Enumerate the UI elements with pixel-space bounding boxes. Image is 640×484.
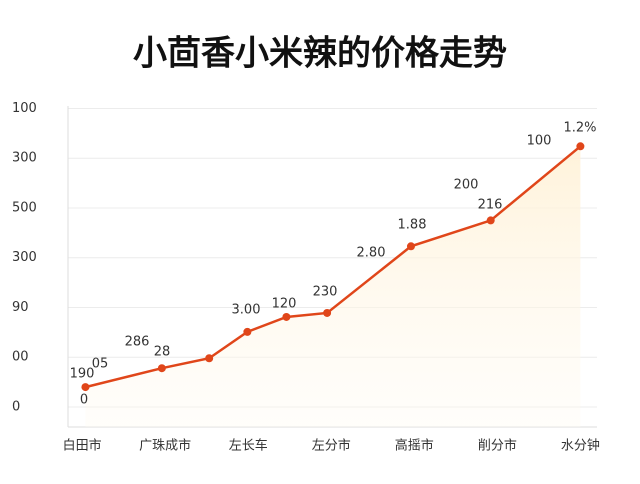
point bbox=[486, 216, 495, 225]
area bbox=[85, 146, 581, 427]
annotation: 100 bbox=[527, 134, 552, 149]
point bbox=[406, 242, 415, 251]
x-tick-label: 削分市 bbox=[478, 438, 517, 454]
y-tick-label: 500 bbox=[12, 200, 37, 215]
x-tick-label: 广珠成市 bbox=[139, 438, 191, 454]
y-tick-label: 0 bbox=[12, 400, 20, 415]
x-tick-label: 白田市 bbox=[63, 438, 102, 454]
chart-title: 小茴香小米辣的价格走势 bbox=[133, 34, 507, 74]
annotation: 1.2% bbox=[563, 121, 596, 136]
x-tick-label: 左长车 bbox=[229, 438, 268, 454]
point bbox=[205, 354, 214, 363]
y-tick-label: 90 bbox=[12, 300, 29, 315]
annotation: 216 bbox=[478, 198, 503, 213]
annotation: 28 bbox=[154, 345, 171, 360]
annotation: 230 bbox=[313, 285, 338, 300]
annotation: 0 bbox=[80, 393, 88, 408]
annotation: 05 bbox=[92, 357, 109, 372]
annotation: 120 bbox=[272, 297, 297, 312]
point bbox=[81, 383, 90, 392]
y-tick-label: 100 bbox=[12, 101, 37, 116]
y-tick-label: 300 bbox=[12, 151, 37, 166]
point bbox=[282, 312, 291, 321]
x-tick-label: 高摇市 bbox=[395, 438, 434, 454]
y-tick-label: 300 bbox=[12, 250, 37, 265]
annotation: 190 bbox=[70, 367, 95, 382]
x-tick-label: 水分钟 bbox=[561, 438, 600, 454]
point bbox=[323, 308, 332, 317]
point bbox=[576, 142, 585, 151]
annotation: 286 bbox=[125, 335, 150, 350]
point bbox=[157, 364, 166, 373]
annotation: 200 bbox=[454, 178, 479, 193]
annotation: 1.88 bbox=[398, 218, 427, 233]
x-tick-label: 左分市 bbox=[312, 438, 351, 454]
annotation: 3.00 bbox=[232, 303, 261, 318]
y-tick-label: 00 bbox=[12, 350, 29, 365]
point bbox=[243, 327, 252, 336]
annotation: 2.80 bbox=[357, 246, 386, 261]
